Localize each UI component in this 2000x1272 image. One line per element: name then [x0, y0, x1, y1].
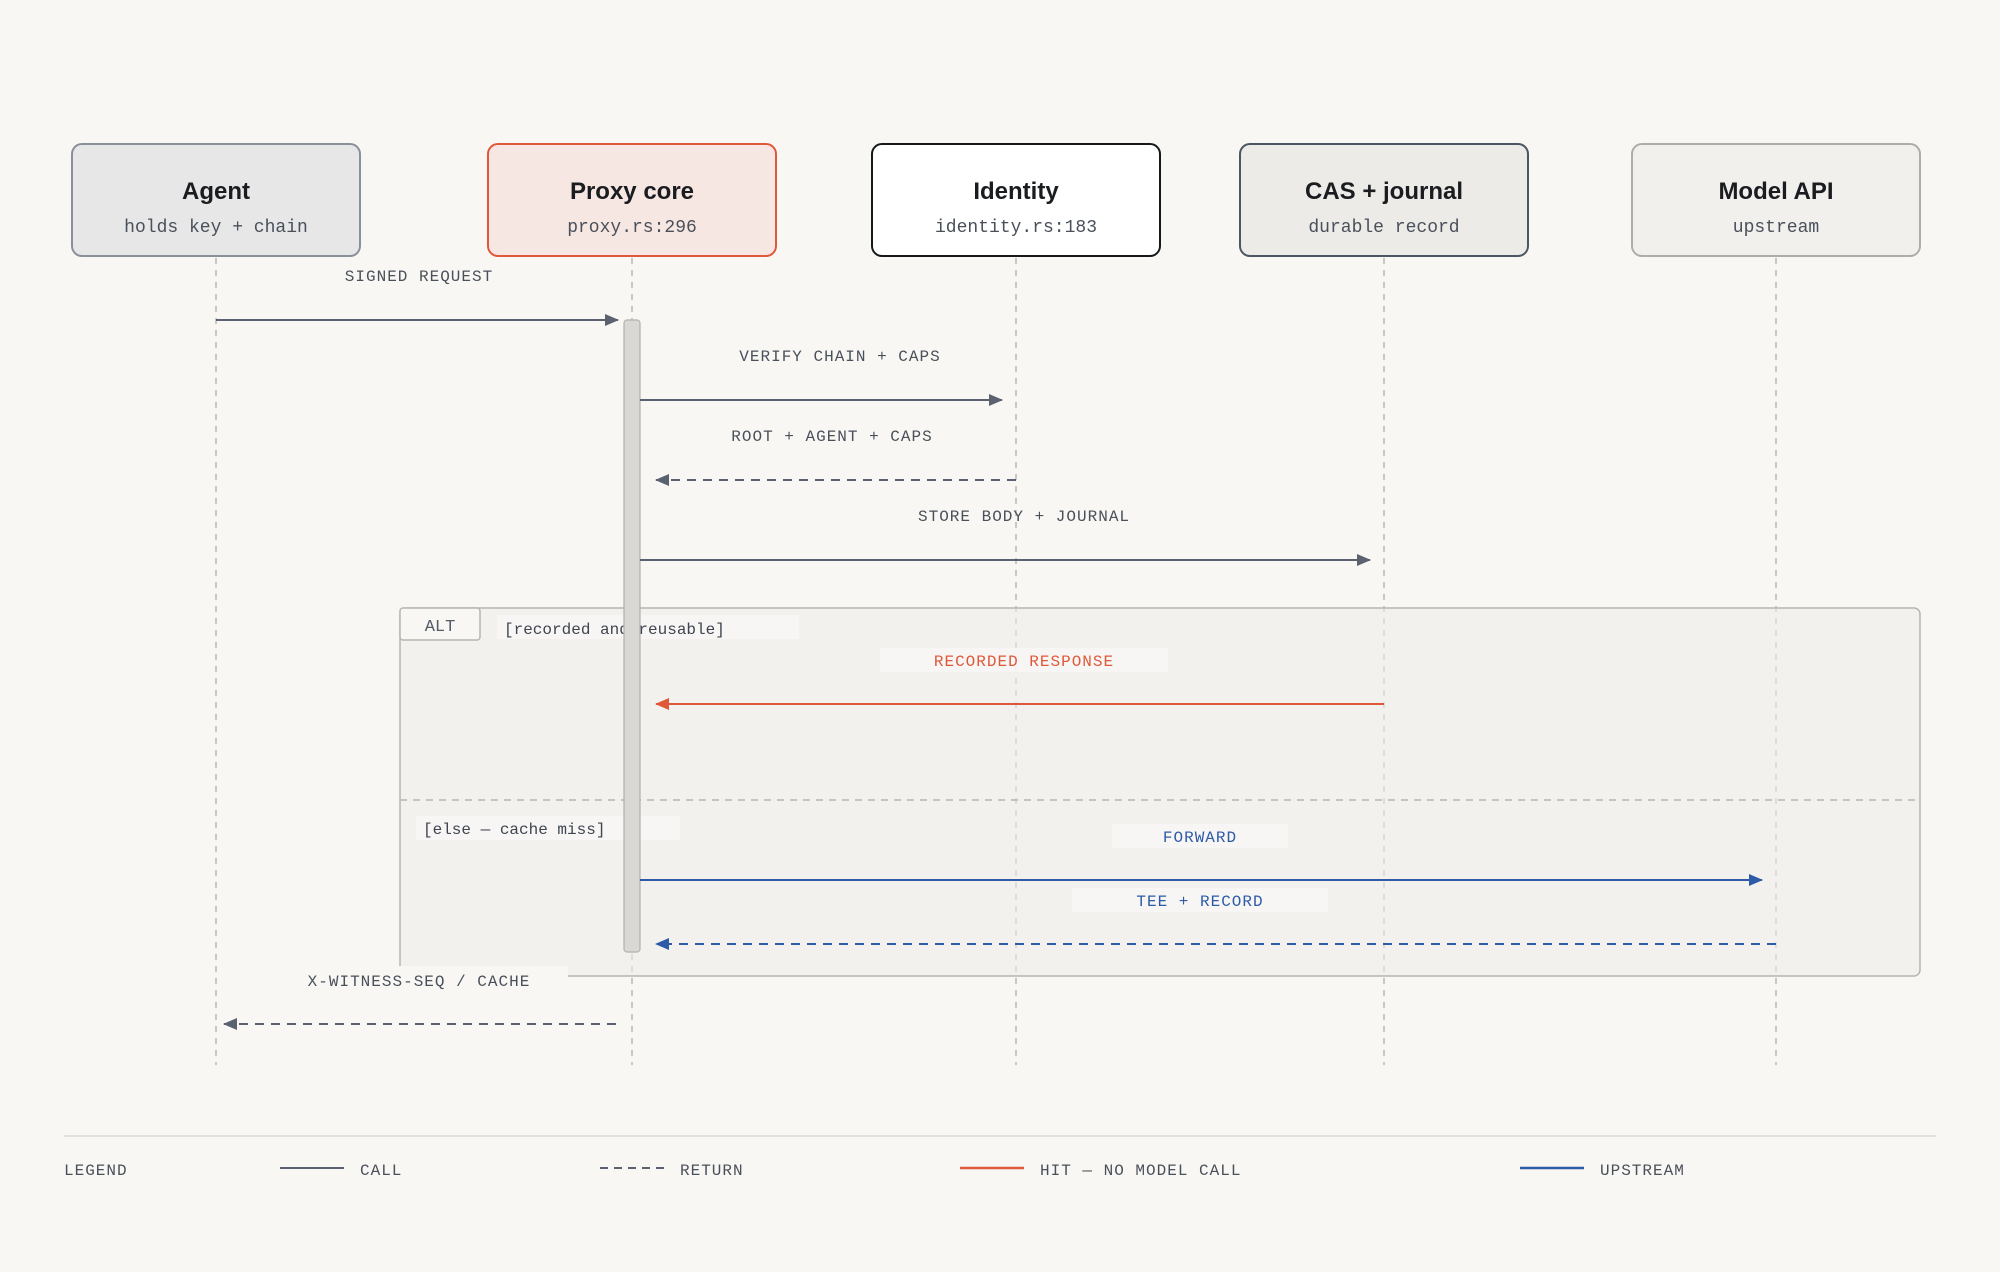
- alt-fragment: ALT [recorded and reusable] [else — cach…: [399, 607, 1921, 977]
- legend-label-upstream: UPSTREAM: [1600, 1162, 1685, 1180]
- participant-identity: Identity identity.rs:183: [871, 143, 1161, 257]
- participant-proxy: Proxy core proxy.rs:296: [487, 143, 777, 257]
- alt-tag-box: [399, 607, 481, 641]
- participant-cas-title: CAS + journal: [1305, 178, 1463, 205]
- legend: LEGEND CALL RETURN HIT — NO MODEL CALL U…: [64, 1135, 1936, 1180]
- participant-model-subtitle: upstream: [1733, 218, 1819, 238]
- participant-proxy-subtitle: proxy.rs:296: [567, 218, 697, 238]
- participant-cas-subtitle: durable record: [1308, 218, 1459, 238]
- recorded-label-bg: [880, 648, 1168, 672]
- legend-label-call: CALL: [360, 1162, 402, 1180]
- tee-label-bg: [1072, 888, 1328, 912]
- participant-proxy-title: Proxy core: [570, 178, 694, 205]
- participant-identity-subtitle: identity.rs:183: [935, 218, 1097, 238]
- forward-label-bg: [1112, 824, 1288, 848]
- message-label: VERIFY CHAIN + CAPS: [739, 348, 940, 366]
- message-label: RECORDED RESPONSE: [934, 653, 1114, 671]
- messages: SIGNED REQUEST VERIFY CHAIN + CAPS ROOT …: [216, 268, 1776, 1030]
- legend-label-hit: HIT — NO MODEL CALL: [1040, 1162, 1241, 1180]
- participant-agent-title: Agent: [182, 178, 250, 205]
- message-label: X-WITNESS-SEQ / CACHE: [308, 973, 531, 991]
- message-label: ROOT + AGENT + CAPS: [731, 428, 932, 446]
- participant-cas: CAS + journal durable record: [1239, 143, 1529, 257]
- legend-title: LEGEND: [64, 1162, 128, 1180]
- witness-label-bg: [296, 966, 568, 990]
- alt-frame: [399, 607, 1921, 977]
- participant-agent-subtitle: holds key + chain: [124, 218, 308, 238]
- participant-identity-title: Identity: [973, 178, 1059, 205]
- message-label: STORE BODY + JOURNAL: [918, 508, 1130, 526]
- participant-model: Model API upstream: [1631, 143, 1921, 257]
- alt-guard-if: [recorded and reusable]: [504, 621, 725, 639]
- participant-model-title: Model API: [1718, 178, 1833, 205]
- alt-tag: ALT: [425, 618, 456, 637]
- proxy-activation-bar: [623, 319, 641, 953]
- alt-guard-else: [else — cache miss]: [423, 821, 605, 839]
- alt-guard-if-bg: [497, 615, 799, 639]
- legend-label-return: RETURN: [680, 1162, 744, 1180]
- message-label: SIGNED REQUEST: [345, 268, 493, 286]
- message-label: FORWARD: [1163, 829, 1237, 847]
- message-label: TEE + RECORD: [1136, 893, 1263, 911]
- participants: Agent holds key + chain Proxy core proxy…: [71, 143, 1921, 257]
- participant-agent: Agent holds key + chain: [71, 143, 361, 257]
